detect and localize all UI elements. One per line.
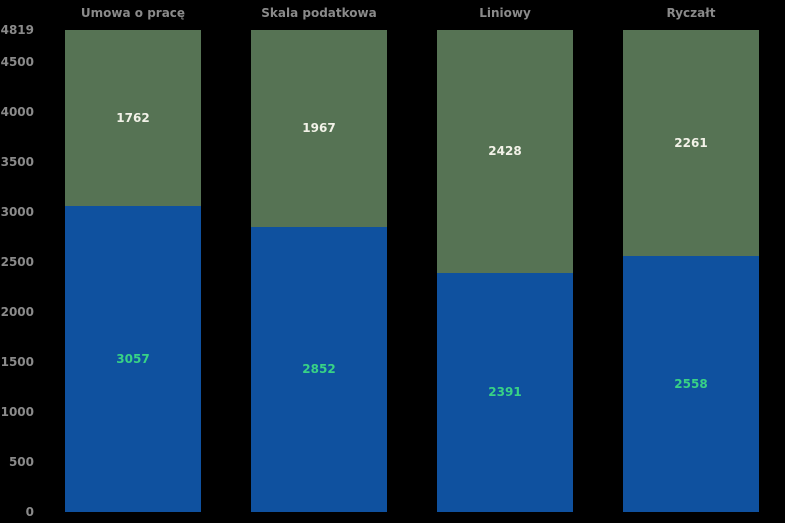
y-tick-label: 2500 [0, 254, 34, 269]
category-title: Ryczałt [666, 6, 716, 20]
bar-segment-upper [65, 30, 201, 207]
y-tick-label: 4000 [0, 104, 34, 119]
category-title: Liniowy [479, 6, 531, 20]
segment-value-label-upper: 2261 [674, 136, 708, 151]
bar-segment-lower [623, 256, 759, 512]
y-tick-label: 1000 [0, 404, 34, 419]
segment-value-label-upper: 2428 [488, 144, 522, 159]
y-tick-label: 2000 [0, 304, 34, 319]
segment-value-label-upper: 1762 [116, 111, 150, 126]
bar-segment-lower [437, 272, 573, 512]
y-tick-label: 3500 [0, 154, 34, 169]
bar-segment-lower [251, 226, 387, 512]
category-title: Umowa o pracę [80, 6, 186, 20]
segment-value-label-lower: 3057 [116, 352, 150, 367]
y-tick-label: 0 [25, 505, 34, 519]
bar-segment-lower [65, 206, 201, 512]
bar-segment-upper [623, 30, 759, 257]
y-tick-label: 4819 [0, 23, 34, 37]
bar-segment-upper [437, 30, 573, 273]
y-tick-label: 1500 [0, 354, 34, 369]
segment-value-label-lower: 2852 [302, 362, 336, 377]
y-tick-label: 3000 [0, 204, 34, 219]
segment-value-label-lower: 2558 [674, 377, 708, 392]
segment-value-label-lower: 2391 [488, 385, 522, 400]
y-tick-label: 4500 [0, 54, 34, 69]
bar-segment-upper [251, 30, 387, 227]
segment-value-label-upper: 1967 [302, 121, 336, 136]
category-title: Skala podatkowa [261, 6, 377, 20]
y-tick-label: 500 [8, 454, 34, 469]
